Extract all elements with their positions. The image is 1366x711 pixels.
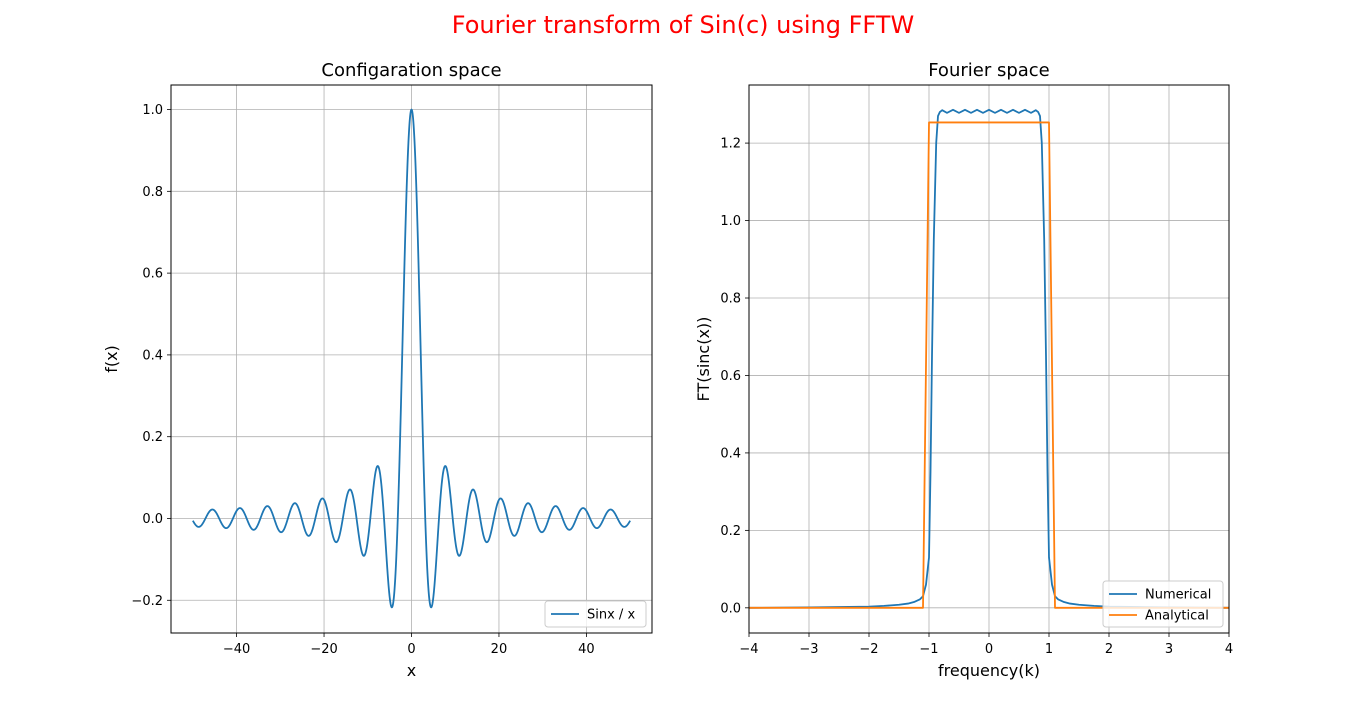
x-axis-label: frequency(k) xyxy=(938,661,1040,680)
x-tick-label: 4 xyxy=(1225,642,1233,657)
y-tick-label: 0.6 xyxy=(142,267,163,282)
y-tick-label: 0.2 xyxy=(720,524,741,539)
x-tick-label: −4 xyxy=(739,642,758,657)
panel-configuration-space: −40 −20 0 20 40 −0.2 0.0 0.2 0.4 0.6 0.8 1.0 Configa… xyxy=(102,60,653,680)
y-tick-label: 0.4 xyxy=(142,348,163,363)
x-tick-label: 1 xyxy=(1045,642,1053,657)
legend-box xyxy=(544,600,647,628)
y-tick-label: 0.2 xyxy=(142,430,163,445)
series-line-analytical xyxy=(749,121,1229,609)
y-tick-label: 0.0 xyxy=(142,512,163,527)
x-axis-label: x xyxy=(407,661,416,680)
legend-entry: Numerical xyxy=(1145,588,1211,603)
legend: Sinx / x xyxy=(544,600,647,628)
x-tick-label: 0 xyxy=(407,642,415,657)
y-tick-label: −0.2 xyxy=(131,594,163,609)
panel-fourier-space: −4 −3 −2 −1 0 1 2 3 4 0.0 0.2 0.4 0.6 0.8 1.0 1.2 Fourie… xyxy=(694,60,1233,680)
legend-entry: Sinx / x xyxy=(587,608,635,623)
y-tick-label: 0.8 xyxy=(720,292,741,307)
series-line-sinx-x xyxy=(192,108,631,609)
panel-title: Configaration space xyxy=(321,60,501,81)
x-tick-label: 0 xyxy=(985,642,993,657)
panel-title: Fourier space xyxy=(928,60,1050,81)
legend: Numerical Analytical xyxy=(1102,580,1224,628)
figure-title: Fourier transform of Sin(c) using FFTW xyxy=(452,11,914,39)
y-tick-label: 1.0 xyxy=(142,103,163,118)
y-axis-label: FT(sinc(x)) xyxy=(694,317,713,402)
y-axis-label: f(x) xyxy=(102,345,121,373)
x-tick-label: −1 xyxy=(919,642,938,657)
x-tick-label: 3 xyxy=(1165,642,1173,657)
series-group xyxy=(192,108,631,609)
y-tick-label: 0.0 xyxy=(720,601,741,616)
y-tick-label: 0.8 xyxy=(142,185,163,200)
x-tick-label: −40 xyxy=(223,642,250,657)
legend-entry: Analytical xyxy=(1145,609,1209,624)
x-tick-label: 40 xyxy=(578,642,595,657)
series-line-numerical xyxy=(749,108,1229,609)
series-group xyxy=(749,108,1229,609)
x-tick-label: 20 xyxy=(491,642,508,657)
y-tick-label: 1.0 xyxy=(720,214,741,229)
x-tick-label: 2 xyxy=(1105,642,1113,657)
x-tick-label: −3 xyxy=(799,642,818,657)
x-tick-label: −2 xyxy=(859,642,878,657)
y-tick-label: 0.6 xyxy=(720,369,741,384)
x-tick-label: −20 xyxy=(310,642,337,657)
y-tick-label: 1.2 xyxy=(720,137,741,152)
y-tick-label: 0.4 xyxy=(720,446,741,461)
